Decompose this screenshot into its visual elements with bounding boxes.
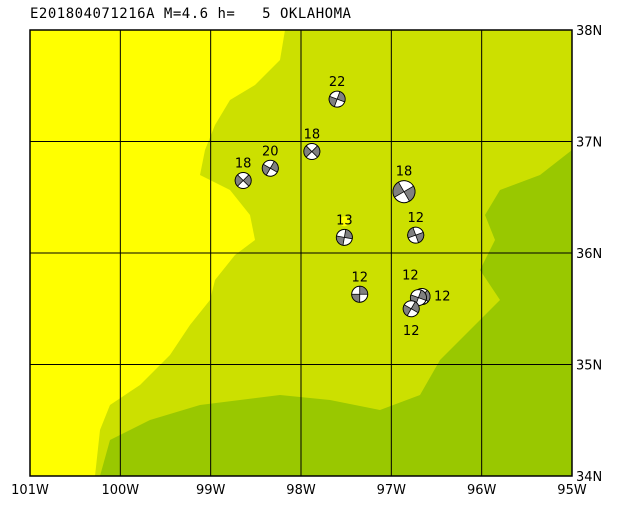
compression-quadrant [343,229,353,240]
compression-quadrant [242,174,252,187]
y-tick-label: 34N [576,470,602,485]
x-tick-label: 97W [377,483,407,498]
y-tick-label: 37N [576,136,602,151]
focal-mechanism [328,90,346,108]
event-depth-label: 18 [235,157,252,172]
event-labels-layer: 22 18 20 18 18 13 12 12 12 12 12 [235,75,451,339]
x-tick-label: 96W [467,483,497,498]
focal-mechanism [407,226,425,244]
y-tick-label: 36N [576,247,602,262]
compression-quadrant [403,185,416,202]
event-depth-label: 12 [403,324,420,339]
event-depth-label: 12 [351,270,368,285]
events-layer [234,90,431,318]
focal-mechanism [261,159,279,177]
compression-quadrant [234,174,244,187]
high-elevation-area [100,150,572,476]
x-tick-label: 98W [286,483,316,498]
compression-quadrant [335,235,345,246]
event-depth-label: 12 [407,211,424,226]
event-depth-label: 12 [402,269,419,284]
map-title: E201804071216A M=4.6 h= 5 OKLAHOMA [30,6,352,22]
x-tick-label: 95W [557,483,587,498]
y-tick-label: 35N [576,359,602,374]
focal-mechanism [392,180,416,204]
compression-quadrant [392,181,405,198]
compression-quadrant [269,160,279,173]
x-tick-label: 99W [196,483,226,498]
focal-mechanism [303,143,321,161]
compression-quadrant [261,163,271,176]
focal-mechanism [351,285,369,303]
focal-mechanism [402,300,420,318]
highlight-marker [339,216,350,227]
x-tick-label: 100W [101,483,139,498]
compression-quadrant [311,145,321,158]
y-tick-label: 38N [576,24,602,39]
event-depth-label: 22 [329,75,346,90]
compression-quadrant [410,301,420,314]
event-depth-label: 20 [262,144,279,159]
event-depth-label: 18 [396,165,413,180]
compression-quadrant [359,285,369,295]
focal-mechanism [335,228,353,246]
event-depth-label: 12 [434,289,451,304]
compression-quadrant [407,227,417,239]
compression-quadrant [303,145,313,158]
graticule [29,29,573,477]
compression-quadrant [417,289,427,301]
event-depth-label: 13 [336,213,353,228]
compression-quadrant [328,95,338,108]
x-tick-label: 101W [11,483,49,498]
compression-quadrant [402,304,412,317]
compression-quadrant [415,231,425,244]
event-depth-label: 18 [304,128,321,143]
compression-quadrant [336,91,346,103]
compression-quadrant [351,293,361,303]
focal-mechanism [234,172,252,190]
